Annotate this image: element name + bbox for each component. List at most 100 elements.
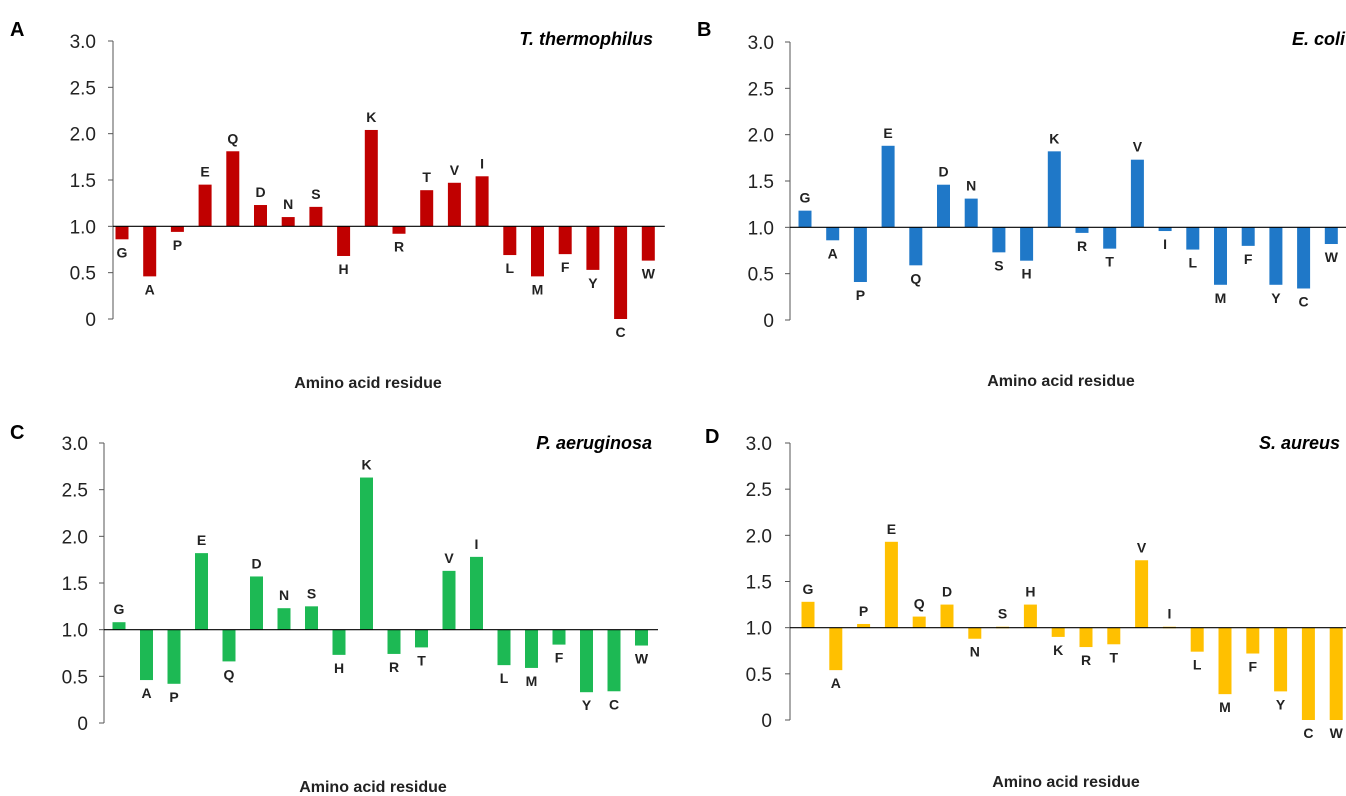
- bar-K: [1051, 627, 1065, 637]
- bar-label-F: F: [1249, 659, 1258, 675]
- bar-T: [415, 629, 428, 648]
- bar-label-S: S: [307, 585, 316, 601]
- bar-G: [801, 601, 815, 628]
- x-axis-label: Amino acid residue: [992, 774, 1140, 791]
- bar-F: [1241, 227, 1255, 246]
- bar-label-I: I: [1163, 236, 1167, 252]
- panel-letter: A: [10, 19, 24, 41]
- bar-M: [531, 226, 544, 277]
- y-tick-label: 0.5: [746, 665, 772, 686]
- y-tick-label: 3.0: [746, 434, 772, 455]
- bar-L: [1190, 627, 1204, 652]
- bar-D: [250, 576, 263, 630]
- panel-letter: D: [705, 426, 719, 448]
- y-tick-label: 2.0: [70, 125, 96, 146]
- bar-label-L: L: [500, 670, 509, 686]
- x-axis-label: Amino acid residue: [294, 375, 442, 392]
- x-axis-label: Amino acid residue: [987, 373, 1135, 390]
- bar-label-H: H: [1022, 266, 1032, 282]
- bar-Y: [1274, 627, 1288, 692]
- y-tick-label: 2.0: [62, 527, 88, 548]
- bar-D: [937, 184, 950, 228]
- bar-label-C: C: [1299, 293, 1309, 309]
- panel-b: B E. coli 0 0.5 1.0 1.5 2.0 2.5 3.0 G A P E Q D N S H K R T V…: [697, 19, 1346, 390]
- panel-letter: C: [10, 422, 24, 444]
- bar-label-F: F: [1244, 251, 1253, 267]
- bar-Q: [912, 616, 926, 628]
- bar-K: [360, 477, 373, 630]
- bar-label-E: E: [197, 532, 206, 548]
- bar-label-E: E: [200, 164, 209, 180]
- bar-T: [420, 190, 434, 227]
- bar-R: [1075, 227, 1089, 233]
- y-tick-label: 1.0: [746, 619, 772, 640]
- bar-label-D: D: [938, 164, 948, 180]
- bar-W: [635, 629, 648, 646]
- bar-label-K: K: [366, 109, 376, 125]
- bar-F: [558, 226, 572, 255]
- bar-label-I: I: [480, 155, 484, 171]
- bar-Q: [226, 151, 240, 227]
- bar-label-H: H: [1025, 584, 1035, 600]
- bar-label-Q: Q: [910, 270, 921, 286]
- bar-N: [281, 217, 295, 227]
- y-tick-label: 1.5: [746, 573, 772, 594]
- bar-A: [140, 629, 153, 681]
- bar-N: [277, 608, 291, 630]
- y-tick-label: 2.5: [746, 480, 772, 501]
- bar-label-V: V: [1133, 139, 1143, 155]
- bar-label-M: M: [1219, 699, 1231, 715]
- y-tick-label: 0.5: [748, 265, 774, 286]
- bar-L: [503, 226, 517, 256]
- bar-C: [607, 629, 621, 692]
- panel-title: S. aureus: [1259, 433, 1340, 453]
- bar-F: [1246, 627, 1260, 654]
- bar-label-Y: Y: [1271, 290, 1281, 306]
- bar-R: [1079, 627, 1093, 648]
- bar-G: [112, 622, 126, 630]
- bar-H: [1020, 227, 1034, 261]
- bar-label-E: E: [883, 125, 892, 141]
- bar-V: [447, 182, 461, 227]
- bar-label-P: P: [859, 603, 868, 619]
- bar-label-Q: Q: [914, 596, 925, 612]
- bar-M: [1214, 227, 1227, 285]
- bar-H: [337, 226, 351, 256]
- bar-N: [968, 627, 982, 639]
- bar-G: [798, 210, 812, 228]
- bar-label-M: M: [532, 281, 544, 297]
- y-tick-label: 1.5: [62, 574, 88, 595]
- bar-label-R: R: [1077, 238, 1087, 254]
- panel-a: A T. thermophilus 0 0.5 1.0 1.5 2.0 2.5 3.0 G A P E Q…: [10, 19, 665, 392]
- bar-P: [170, 226, 184, 232]
- bar-E: [881, 145, 895, 228]
- bar-I: [1158, 227, 1172, 232]
- bar-label-C: C: [616, 324, 626, 340]
- bar-label-L: L: [1193, 657, 1202, 673]
- bar-H: [332, 629, 346, 655]
- bar-label-C: C: [609, 696, 619, 712]
- bar-label-S: S: [994, 257, 1003, 273]
- bar-label-Y: Y: [1276, 696, 1286, 712]
- bar-label-P: P: [169, 689, 178, 705]
- bar-W: [1324, 227, 1338, 245]
- bar-label-T: T: [422, 169, 431, 185]
- y-tick-label: 0: [761, 711, 772, 732]
- bar-label-A: A: [141, 685, 151, 701]
- bar-label-W: W: [1330, 725, 1344, 741]
- bar-label-W: W: [1325, 249, 1339, 265]
- x-axis-label: Amino acid residue: [299, 779, 447, 796]
- y-tick-label: 0: [763, 311, 774, 332]
- bar-label-S: S: [998, 606, 1007, 622]
- bar-F: [552, 629, 566, 645]
- bar-C: [1297, 227, 1311, 289]
- panel-d: D S. aureus 0 0.5 1.0 1.5 2.0 2.5 3.0 G A P E Q D N S H K R…: [705, 426, 1346, 791]
- y-tick-label: 1.5: [748, 172, 774, 193]
- bar-label-W: W: [642, 266, 656, 282]
- bar-P: [857, 623, 871, 628]
- panel-title: E. coli: [1292, 29, 1346, 49]
- bar-label-G: G: [117, 244, 128, 260]
- bar-E: [195, 553, 208, 630]
- bar-label-H: H: [339, 261, 349, 277]
